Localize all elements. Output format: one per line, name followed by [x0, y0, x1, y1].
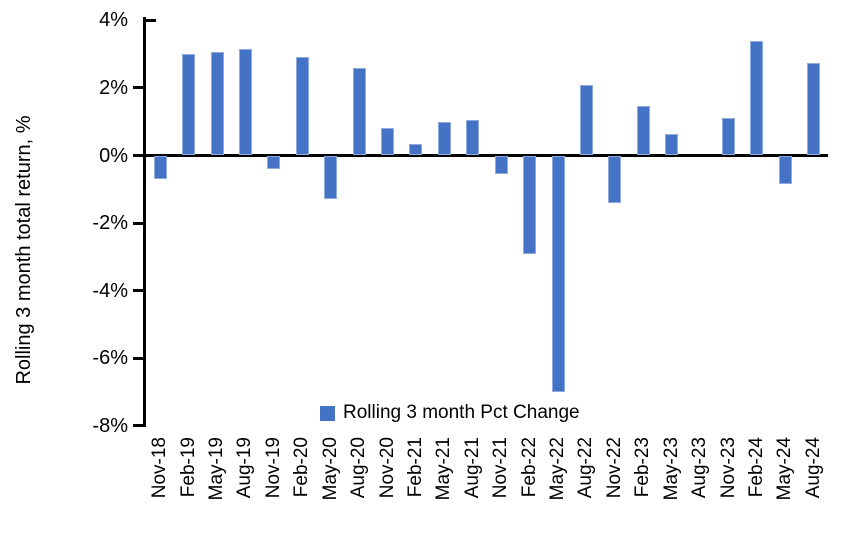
bar [324, 155, 338, 200]
bar [381, 128, 395, 156]
y-tick-label: 2% [99, 76, 128, 99]
y-tick-label: 4% [99, 9, 128, 32]
y-tick-mark [133, 154, 146, 157]
y-axis-title: Rolling 3 month total return, % [13, 115, 35, 385]
y-tick-mark [133, 221, 146, 225]
bar [295, 57, 309, 156]
bar [437, 121, 451, 156]
x-tick-label: Aug-19 [234, 437, 256, 499]
x-tick-label: Feb-21 [404, 437, 426, 498]
x-tick-label: Nov-21 [490, 437, 512, 499]
bar [778, 155, 792, 185]
x-tick-label: Feb-19 [177, 437, 199, 498]
x-tick-label: Nov-23 [717, 437, 739, 499]
bar [352, 67, 366, 156]
bar [579, 84, 593, 156]
x-tick-label: May-21 [433, 437, 455, 501]
y-tick-label: -6% [92, 347, 128, 370]
x-tick-label: May-22 [547, 437, 569, 501]
y-tick-mark [133, 356, 146, 360]
y-tick-mark [133, 86, 146, 90]
bar [466, 120, 480, 156]
bar [267, 155, 281, 170]
bar [750, 40, 764, 156]
bar [494, 155, 508, 175]
y-tick-label: -4% [92, 279, 128, 302]
x-axis-zero-line [143, 154, 828, 157]
x-tick-label: Nov-22 [603, 437, 625, 499]
bar [409, 143, 423, 156]
legend: Rolling 3 month Pct Change [320, 402, 580, 424]
x-tick-label: Nov-20 [376, 437, 398, 499]
bar [153, 155, 167, 180]
x-tick-label: Aug-22 [575, 437, 597, 499]
x-tick-label: Aug-24 [802, 437, 824, 499]
x-tick-label: Nov-19 [262, 437, 284, 499]
x-tick-label: Feb-20 [291, 437, 313, 498]
bar [722, 118, 736, 156]
bar [523, 155, 537, 254]
y-tick-label: -8% [92, 414, 128, 437]
y-axis-line [143, 17, 146, 427]
x-tick-label: May-24 [774, 437, 796, 501]
bar [636, 106, 650, 156]
x-tick-label: May-19 [206, 437, 228, 501]
x-tick-label: Feb-23 [632, 437, 654, 498]
x-tick-label: Aug-21 [461, 437, 483, 499]
bar [210, 52, 224, 156]
x-tick-label: May-23 [660, 437, 682, 501]
y-tick-label: -2% [92, 212, 128, 235]
bar [807, 62, 821, 156]
x-tick-label: Feb-22 [518, 437, 540, 498]
bar [665, 133, 679, 156]
x-tick-label: Feb-24 [745, 437, 767, 498]
bar [551, 155, 565, 393]
bar [608, 155, 622, 203]
legend-label: Rolling 3 month Pct Change [343, 402, 580, 423]
y-tick-mark [144, 18, 156, 22]
y-tick-mark [133, 289, 146, 293]
x-tick-label: Nov-18 [149, 437, 171, 499]
x-tick-label: Aug-23 [689, 437, 711, 499]
y-tick-label: 0% [99, 144, 128, 167]
x-tick-label: Aug-20 [348, 437, 370, 499]
bar [182, 54, 196, 156]
y-tick-mark [133, 424, 146, 428]
bar [238, 49, 252, 156]
x-tick-label: May-20 [319, 437, 341, 501]
legend-swatch-icon [320, 405, 335, 421]
